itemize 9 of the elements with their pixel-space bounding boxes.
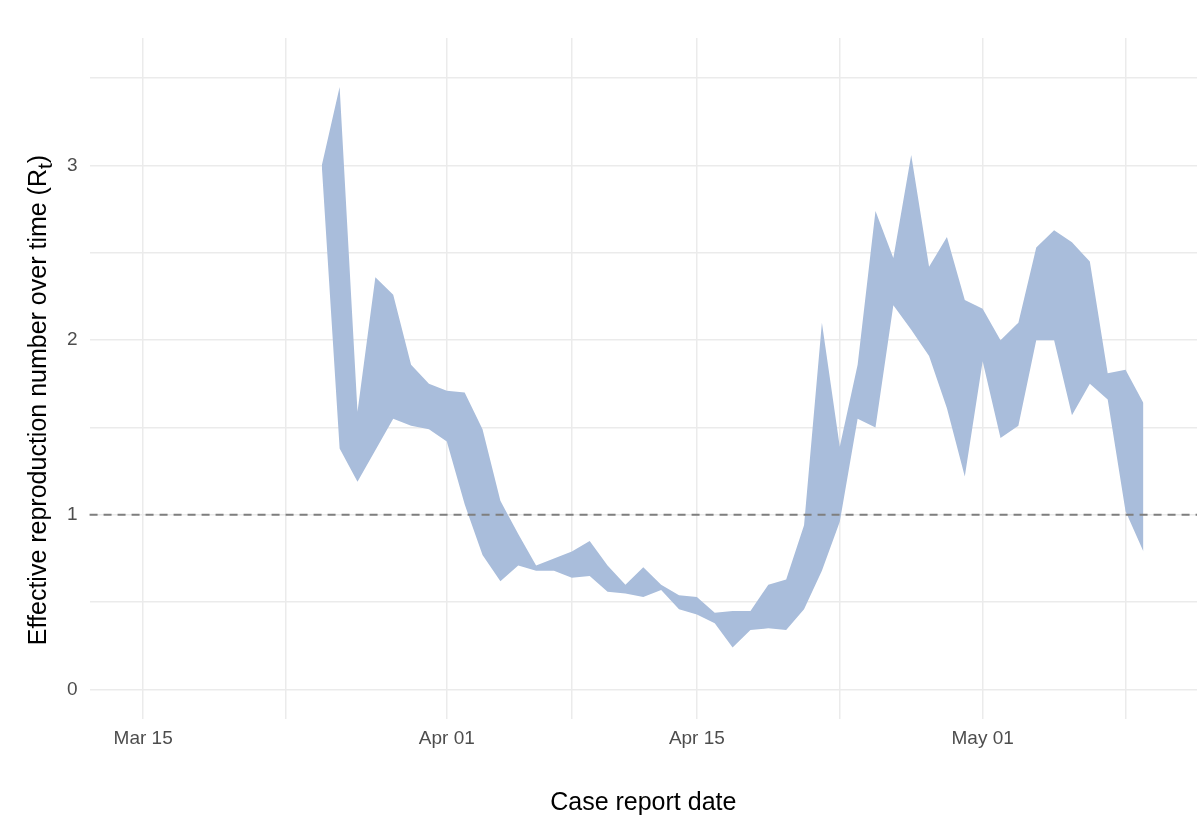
y-tick-label: 0 bbox=[66, 677, 78, 699]
y-tick-label: 2 bbox=[66, 328, 78, 350]
y-tick-label: 3 bbox=[66, 153, 78, 175]
x-tick-label: Mar 15 bbox=[113, 726, 173, 748]
x-axis-title: Case report date bbox=[550, 786, 737, 815]
y-tick-label: 1 bbox=[66, 503, 78, 525]
x-tick-label: May 01 bbox=[951, 726, 1014, 748]
x-tick-label: Apr 15 bbox=[668, 726, 725, 748]
x-tick-label: Apr 01 bbox=[418, 726, 475, 748]
